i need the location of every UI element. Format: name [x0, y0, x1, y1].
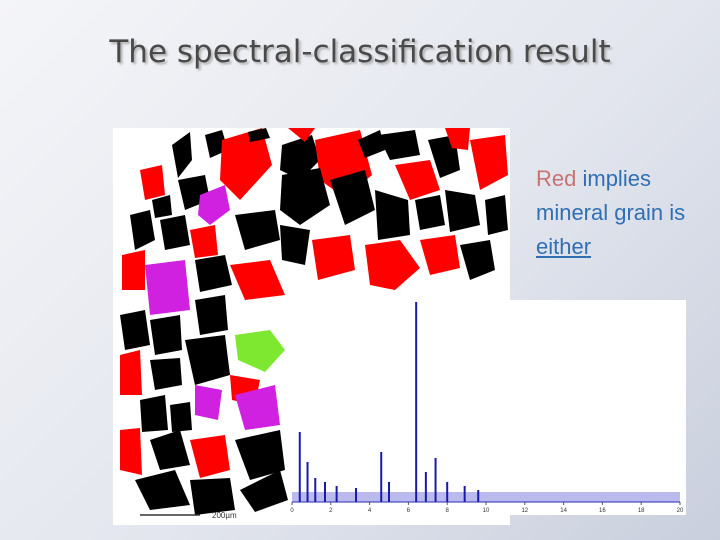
underlined-word: either	[536, 234, 592, 259]
x-tick-label: 12	[521, 508, 528, 514]
scale-label: 200µm	[212, 511, 237, 520]
grains	[120, 128, 508, 515]
spectrum: 0 2 4 6 8 10 12 14 16 18 20	[288, 300, 686, 515]
x-tick-label: 18	[638, 508, 645, 514]
spectrum-frame	[288, 300, 686, 515]
slide-title: The spectral-classification result	[109, 34, 611, 70]
x-tick-label: 20	[677, 508, 684, 514]
x-tick-label: 8	[446, 508, 450, 514]
x-tick-label: 14	[560, 508, 567, 514]
highlight-word: Red	[536, 166, 577, 191]
x-tick-label: 2	[329, 508, 333, 514]
noise-band	[292, 492, 680, 502]
x-tick-label: 4	[368, 508, 372, 514]
x-tick-label: 16	[599, 508, 606, 514]
body-phrase: implies mineral grain is	[536, 166, 686, 225]
x-tick-label: 10	[483, 508, 490, 514]
body-text: Red implies mineral grain is either	[536, 162, 706, 264]
x-tick-label: 0	[290, 508, 294, 514]
x-tick-label: 6	[407, 508, 411, 514]
